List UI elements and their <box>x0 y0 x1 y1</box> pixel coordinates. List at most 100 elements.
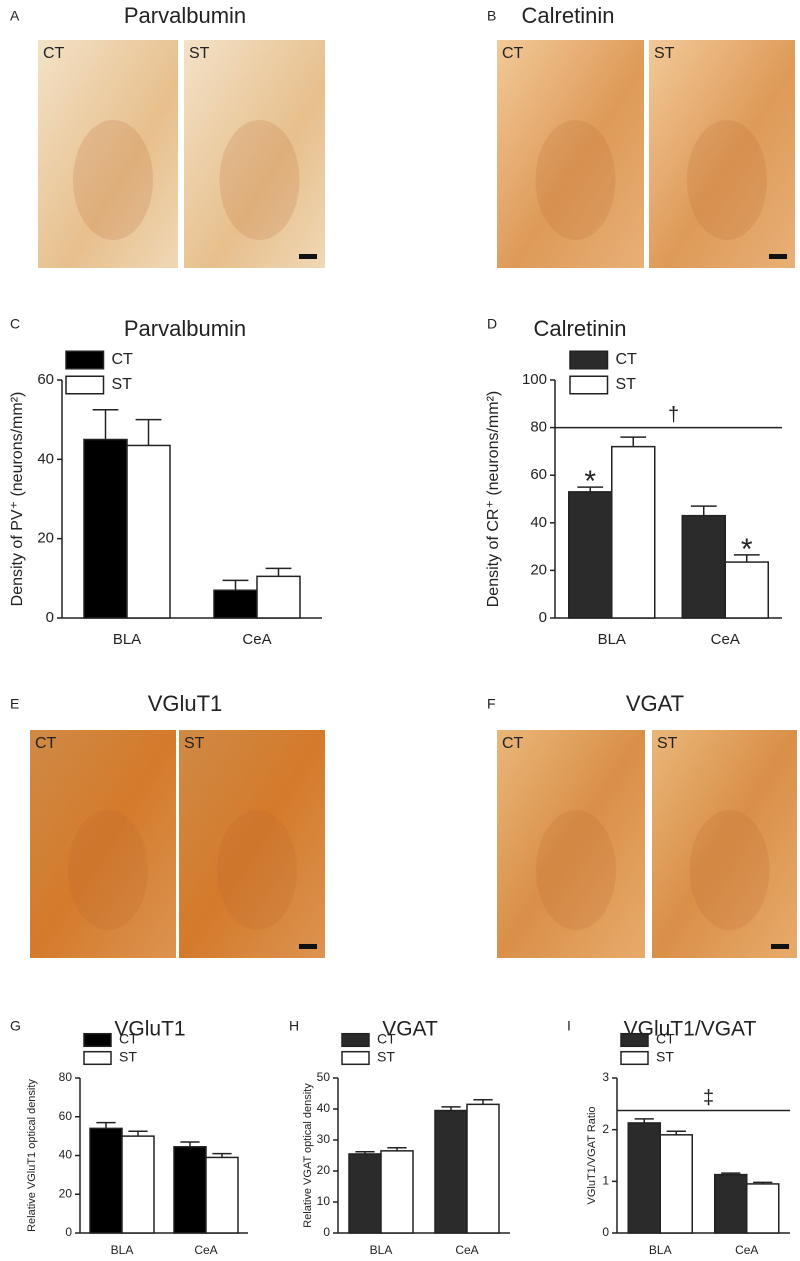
micrograph-region <box>535 120 616 240</box>
x-tick-label: CeA <box>455 1243 478 1257</box>
y-tick-label: 100 <box>522 371 547 388</box>
micrograph <box>497 40 644 268</box>
scale-bar <box>299 254 317 259</box>
legend-label: ST <box>377 1049 395 1065</box>
micrograph <box>184 40 325 268</box>
legend-swatch <box>341 1032 370 1048</box>
scale-bar <box>771 944 789 949</box>
y-tick-label: 2 <box>602 1122 609 1136</box>
image-label: ST <box>189 45 210 62</box>
y-tick-label: 30 <box>317 1132 331 1146</box>
y-tick-label: 20 <box>59 1186 73 1200</box>
panel-letter: C <box>10 316 20 332</box>
y-tick-label: 10 <box>317 1194 331 1208</box>
image-label: CT <box>43 45 65 62</box>
panel-letter: G <box>10 1018 21 1034</box>
bar <box>213 589 258 619</box>
bar <box>205 1156 239 1234</box>
image-label: ST <box>657 735 678 752</box>
micrograph-region <box>687 120 767 240</box>
significance-symbol: † <box>668 404 679 426</box>
y-axis-label: Relative VGluT1 optical density <box>26 1079 38 1232</box>
y-tick-label: 0 <box>323 1225 330 1239</box>
chart-title: VGluT1 <box>114 1018 185 1041</box>
panel-title: VGluT1 <box>148 691 223 716</box>
significance-mark: * <box>741 533 753 566</box>
y-tick-label: 0 <box>46 609 54 626</box>
y-tick-label: 40 <box>530 514 547 531</box>
bar <box>746 1183 780 1234</box>
legend-label: CT <box>112 351 134 368</box>
legend-swatch <box>569 350 609 370</box>
bar <box>714 1173 748 1234</box>
bar <box>681 514 726 619</box>
bar <box>83 438 128 619</box>
y-tick-label: 20 <box>530 561 547 578</box>
panel-letter: A <box>10 8 20 24</box>
x-tick-label: CeA <box>735 1243 758 1257</box>
panel-letter: I <box>567 1018 571 1034</box>
y-tick-label: 0 <box>539 609 547 626</box>
bar <box>466 1103 500 1234</box>
bar <box>380 1150 414 1234</box>
legend-label: CT <box>377 1031 396 1047</box>
legend-swatch <box>620 1050 649 1066</box>
bar <box>611 445 656 619</box>
chart-title: VGAT <box>382 1018 438 1041</box>
chart-title: Calretinin <box>534 316 627 341</box>
y-tick-label: 3 <box>602 1070 609 1084</box>
micrograph-region <box>68 810 148 930</box>
image-label: CT <box>502 735 524 752</box>
legend-label: ST <box>119 1049 137 1065</box>
bar <box>659 1134 693 1234</box>
panel-letter: F <box>487 696 496 712</box>
bar <box>121 1135 155 1234</box>
y-tick-label: 80 <box>530 419 547 436</box>
bar <box>348 1153 382 1234</box>
y-axis-label: Density of PV⁺ (neurons/mm²) <box>9 392 26 607</box>
chart-title: VGluT1/VGAT <box>624 1018 757 1041</box>
y-tick-label: 60 <box>37 371 54 388</box>
scale-bar <box>299 944 317 949</box>
chart-title: Parvalbumin <box>124 316 246 341</box>
bar <box>568 491 613 619</box>
bar <box>627 1122 661 1234</box>
x-tick-label: BLA <box>649 1243 672 1257</box>
y-tick-label: 40 <box>317 1101 331 1115</box>
y-tick-label: 80 <box>59 1070 73 1084</box>
micrograph <box>649 40 795 268</box>
y-tick-label: 0 <box>602 1225 609 1239</box>
legend-swatch <box>569 375 609 395</box>
y-tick-label: 50 <box>317 1070 331 1084</box>
micrograph-region <box>217 810 297 930</box>
significance-symbol: ‡ <box>703 1087 714 1109</box>
micrograph-region <box>73 120 153 240</box>
scale-bar <box>769 254 787 259</box>
panel-letter: H <box>289 1018 299 1034</box>
legend-swatch <box>65 375 105 395</box>
y-tick-label: 0 <box>65 1225 72 1239</box>
y-tick-label: 60 <box>530 466 547 483</box>
bar <box>173 1146 207 1234</box>
panel-letter: B <box>487 8 496 24</box>
legend-label: CT <box>656 1031 675 1047</box>
bar <box>256 575 301 619</box>
y-axis-label: Relative VGAT optical density <box>302 1083 314 1228</box>
panel-title: Parvalbumin <box>124 3 246 28</box>
x-tick-label: BLA <box>598 631 626 648</box>
panel-letter: E <box>10 696 19 712</box>
y-tick-label: 40 <box>59 1148 73 1162</box>
y-tick-label: 20 <box>317 1163 331 1177</box>
legend-label: ST <box>616 376 637 393</box>
x-tick-label: BLA <box>113 631 141 648</box>
significance-mark: * <box>584 465 596 498</box>
panel-letter: D <box>487 316 497 332</box>
bar <box>89 1127 123 1234</box>
micrograph <box>179 730 325 958</box>
image-label: ST <box>654 45 675 62</box>
x-tick-label: CeA <box>711 631 740 648</box>
micrograph <box>30 730 176 958</box>
image-label: ST <box>184 735 205 752</box>
